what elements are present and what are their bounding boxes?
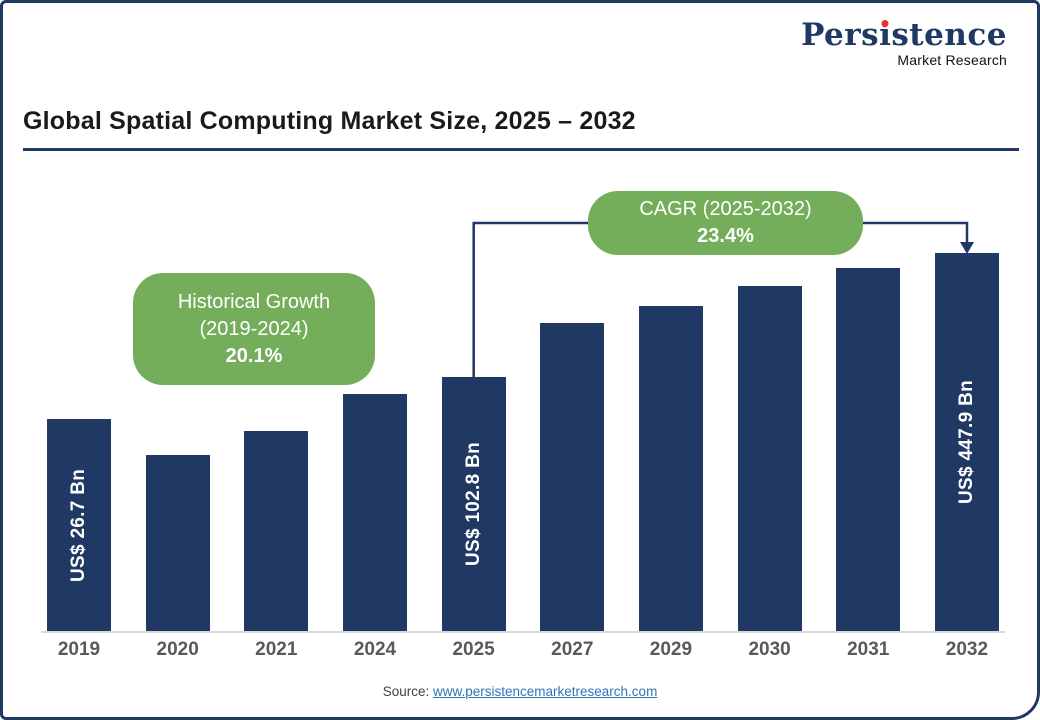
bar-value-label: US$ 447.9 Bn [955,380,977,504]
cagr-line1: CAGR (2025-2032) [639,198,812,220]
chart-bar-2031 [836,268,901,631]
callout-historical-growth: Historical Growth (2019-2024) 20.1% [133,273,375,385]
chart-bar-2019: US$ 26.7 Bn [47,419,111,631]
x-axis-label-2019: 2019 [57,639,101,660]
x-axis-label-2027: 2027 [551,639,594,660]
source-line: Source: www.persistencemarketresearch.co… [3,684,1037,699]
bar-value-label: US$ 102.8 Bn [462,442,484,566]
brand-name-pre: Pers [801,17,880,53]
chart-bar-2030 [737,286,802,631]
page-title: Global Spatial Computing Market Size, 20… [23,107,1019,151]
x-axis-label-2025: 2025 [452,639,495,660]
x-axis-label-2024: 2024 [353,639,397,660]
brand-logo: Persi stence Market Research [801,19,1007,68]
chart-bar-2024 [342,394,407,631]
x-axis-label-2029: 2029 [649,639,693,660]
brand-subtitle: Market Research [897,51,1007,68]
chart-bars: US$ 26.7 Bn US$ 102.8 Bn US$ 447.9 Bn [47,183,999,631]
brand-letter-i: i [879,17,892,53]
x-axis-label-2030: 2030 [748,639,791,660]
chart-bar-2020 [145,455,210,631]
axis-baseline [41,631,1005,633]
chart-bar-2029 [638,306,703,631]
historical-growth-line2: (2019-2024) [199,317,309,340]
x-axis-labels: 2019 2020 2021 2024 2025 2027 2029 2030 2031 2032 [47,639,999,661]
source-prefix: Source: [382,684,430,699]
cagr-value: 23.4% [697,225,754,247]
x-axis-label-2031: 2031 [847,639,890,660]
chart-bar-2027 [540,323,605,631]
brand-name-post: stence [891,17,1007,53]
title-block: Global Spatial Computing Market Size, 20… [23,107,1019,151]
x-axis-label-2020: 2020 [156,639,199,660]
chart-bar-2025: US$ 102.8 Bn [441,377,506,631]
historical-growth-value: 20.1% [225,344,283,367]
chart-bar-2032: US$ 447.9 Bn [934,253,999,631]
brand-name: Persi stence [801,19,1007,52]
bar-value-label: US$ 26.7 Bn [68,468,89,582]
source-link[interactable]: www.persistencemarketresearch.com [432,684,658,699]
x-axis-label-2032: 2032 [945,639,989,660]
historical-growth-line1: Historical Growth [177,290,331,313]
logo-red-dot-icon [881,20,889,27]
chart: US$ 26.7 Bn US$ 102.8 Bn US$ 447.9 Bn 2019… [41,183,1005,683]
chart-bar-2021 [244,431,309,631]
x-axis-label-2021: 2021 [255,639,298,660]
callout-cagr: CAGR (2025-2032) 23.4% [588,191,863,255]
